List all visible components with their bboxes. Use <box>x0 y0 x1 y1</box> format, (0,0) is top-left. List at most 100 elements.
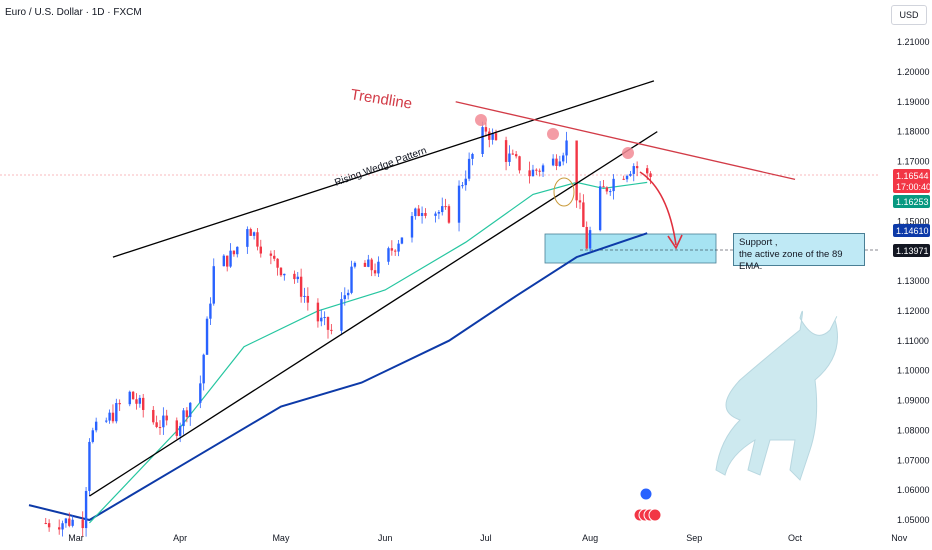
countdown-badge: 17:00:40 <box>896 182 931 192</box>
y-tick-label: 1.19000 <box>897 97 930 107</box>
candle-body <box>346 292 350 296</box>
candle-body <box>649 173 652 178</box>
y-tick-label: 1.18000 <box>897 127 930 137</box>
support-note-line1: Support , <box>739 237 778 248</box>
candle-body <box>209 303 212 319</box>
candle-body <box>232 250 236 255</box>
candle-body <box>249 229 252 236</box>
candle-body <box>229 250 232 267</box>
y-tick-label: 1.08000 <box>897 425 930 435</box>
candle-body <box>394 250 397 252</box>
chart-title: Euro / U.S. Dollar · 1D · FXCM <box>5 7 142 18</box>
candle-body <box>410 216 414 238</box>
candle-body <box>273 255 276 259</box>
candle-body <box>142 397 145 410</box>
wedge-label: Rising Wedge Pattern <box>333 145 428 189</box>
candle-body <box>622 178 625 180</box>
candle-body <box>464 178 467 186</box>
candle-body <box>397 243 400 252</box>
y-tick-label: 1.10000 <box>897 366 930 376</box>
candle-body <box>424 212 427 216</box>
candle-body <box>128 391 131 405</box>
candle-body <box>118 403 121 405</box>
candle-body <box>350 266 353 293</box>
candle-body <box>538 170 541 172</box>
candle-body <box>508 153 511 162</box>
candle-body <box>47 523 51 528</box>
candle-body <box>632 166 635 174</box>
candle-body <box>226 255 229 267</box>
candle-body <box>363 262 367 267</box>
candle-body <box>484 127 488 132</box>
candle-body <box>488 131 491 140</box>
x-tick-label: Apr <box>173 533 187 543</box>
candle-body <box>61 523 64 530</box>
ema-89-line <box>28 232 648 522</box>
bull-watermark <box>715 310 838 481</box>
candle-body <box>189 402 192 418</box>
candle-body <box>222 255 226 267</box>
candle-body <box>417 208 420 216</box>
trendline <box>455 101 796 181</box>
candle-body <box>646 168 649 174</box>
calendar-event-icons <box>633 508 662 522</box>
candle-body <box>71 519 74 526</box>
candle-body <box>205 318 209 355</box>
wedge-upper-line <box>112 80 655 258</box>
candle-body <box>555 158 558 166</box>
candle-body <box>367 259 370 267</box>
candle-body <box>528 170 531 177</box>
candle-body <box>588 230 592 249</box>
x-tick-label: Mar <box>68 533 84 543</box>
candle-body <box>467 158 471 179</box>
candle-body <box>461 185 464 187</box>
candle-body <box>612 178 615 192</box>
candle-body <box>306 295 310 303</box>
wedge-lower-line <box>89 131 658 497</box>
candle-body <box>578 200 582 203</box>
candle-body <box>494 133 498 141</box>
candle-body <box>178 426 182 436</box>
candle-body <box>609 191 612 193</box>
candle-body <box>340 299 343 331</box>
candle-body <box>68 518 71 526</box>
price-axis: 1.21000 1.20000 1.19000 1.18000 1.17000 1.150… <box>897 37 930 525</box>
candle-body <box>202 354 205 384</box>
candle-body <box>94 421 98 431</box>
y-tick-label: 1.07000 <box>897 455 930 465</box>
x-tick-label: Jul <box>480 533 492 543</box>
candle-body <box>105 420 108 422</box>
candle-body <box>558 161 562 166</box>
candle-body <box>276 258 279 268</box>
candlesticks <box>44 121 652 537</box>
candle-body <box>541 165 545 172</box>
y-tick-label: 1.11000 <box>897 336 929 346</box>
candle-body <box>330 329 333 331</box>
candle-body <box>437 212 441 214</box>
y-tick-label: 1.15000 <box>897 216 930 226</box>
candle-body <box>602 186 605 188</box>
candle-body <box>531 169 535 177</box>
candle-body <box>293 273 296 280</box>
candle-body <box>115 403 118 422</box>
candle-body <box>343 295 346 300</box>
candle-body <box>414 208 417 217</box>
candle-body <box>81 519 84 529</box>
candle-body <box>457 185 461 223</box>
ema-fast-line <box>88 181 648 524</box>
ema-slow-badge: 1.14610 <box>896 226 929 236</box>
candle-body <box>320 317 323 322</box>
touch-marker-1 <box>475 114 487 126</box>
support-note: Support , the active zone of the 89 EMA. <box>733 233 865 272</box>
x-tick-label: Aug <box>582 533 598 543</box>
candle-body <box>565 140 568 156</box>
candle-body <box>575 140 578 201</box>
candle-body <box>373 270 377 274</box>
y-tick-label: 1.06000 <box>897 485 930 495</box>
currency-button[interactable]: USD <box>891 5 927 25</box>
candle-body <box>185 410 189 418</box>
candle-body <box>629 173 632 176</box>
candle-body <box>514 154 518 157</box>
candle-body <box>471 153 474 159</box>
